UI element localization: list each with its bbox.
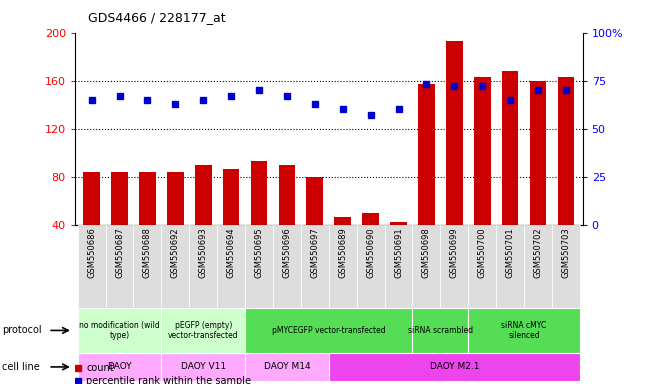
Bar [329, 353, 580, 381]
Bar [413, 308, 468, 353]
Bar [307, 177, 323, 225]
Text: GSM550699: GSM550699 [450, 227, 459, 278]
Text: GSM550695: GSM550695 [255, 227, 264, 278]
Text: GSM550700: GSM550700 [478, 227, 487, 278]
Text: GSM550701: GSM550701 [506, 227, 514, 278]
Bar [502, 71, 518, 225]
Bar [245, 225, 273, 309]
Bar [301, 225, 329, 309]
Text: DAOY M14: DAOY M14 [264, 362, 311, 371]
Bar [418, 84, 435, 225]
Text: DAOY M2.1: DAOY M2.1 [430, 362, 479, 371]
Text: GSM550698: GSM550698 [422, 227, 431, 278]
Bar [273, 225, 301, 309]
Text: GSM550690: GSM550690 [366, 227, 375, 278]
Text: GSM550696: GSM550696 [283, 227, 292, 278]
Bar [245, 308, 413, 353]
Text: protocol: protocol [2, 325, 42, 336]
Text: pEGFP (empty)
vector-transfected: pEGFP (empty) vector-transfected [168, 321, 238, 340]
Bar [77, 353, 161, 381]
Text: GSM550693: GSM550693 [199, 227, 208, 278]
Text: pMYCEGFP vector-transfected: pMYCEGFP vector-transfected [272, 326, 385, 335]
Text: GSM550703: GSM550703 [561, 227, 570, 278]
Bar [139, 172, 156, 225]
Bar [524, 225, 552, 309]
Text: GSM550694: GSM550694 [227, 227, 236, 278]
Text: DAOY V11: DAOY V11 [180, 362, 226, 371]
Bar [105, 225, 133, 309]
Bar [468, 225, 496, 309]
Bar [474, 77, 491, 225]
Bar [446, 41, 463, 225]
Bar [362, 213, 379, 225]
Bar [357, 225, 385, 309]
Bar [189, 225, 217, 309]
Bar [279, 165, 296, 225]
Bar [77, 225, 105, 309]
Bar [440, 225, 468, 309]
Bar [83, 172, 100, 225]
Bar [195, 165, 212, 225]
Bar [251, 161, 268, 225]
Bar [167, 172, 184, 225]
Text: cell line: cell line [2, 362, 40, 372]
Bar [245, 353, 329, 381]
Text: no modification (wild
type): no modification (wild type) [79, 321, 160, 340]
Text: GSM550688: GSM550688 [143, 227, 152, 278]
Bar [390, 222, 407, 225]
Text: percentile rank within the sample: percentile rank within the sample [86, 376, 251, 384]
Bar [552, 225, 580, 309]
Text: GDS4466 / 228177_at: GDS4466 / 228177_at [88, 12, 225, 25]
Text: GSM550687: GSM550687 [115, 227, 124, 278]
Text: DAOY: DAOY [107, 362, 132, 371]
Text: GSM550686: GSM550686 [87, 227, 96, 278]
Text: GSM550692: GSM550692 [171, 227, 180, 278]
Bar [223, 169, 240, 225]
Bar [161, 353, 245, 381]
Bar [111, 172, 128, 225]
Text: siRNA scrambled: siRNA scrambled [408, 326, 473, 335]
Bar [413, 225, 440, 309]
Bar [468, 308, 580, 353]
Bar [385, 225, 413, 309]
Bar [161, 225, 189, 309]
Bar [335, 217, 351, 225]
Bar [217, 225, 245, 309]
Text: GSM550691: GSM550691 [394, 227, 403, 278]
Bar [133, 225, 161, 309]
Bar [161, 308, 245, 353]
Text: siRNA cMYC
silenced: siRNA cMYC silenced [501, 321, 547, 340]
Text: count: count [86, 362, 114, 373]
Bar [496, 225, 524, 309]
Bar [77, 308, 161, 353]
Bar [557, 77, 574, 225]
Text: GSM550697: GSM550697 [311, 227, 319, 278]
Text: GSM550689: GSM550689 [339, 227, 347, 278]
Bar [329, 225, 357, 309]
Bar [530, 81, 546, 225]
Text: GSM550702: GSM550702 [534, 227, 542, 278]
